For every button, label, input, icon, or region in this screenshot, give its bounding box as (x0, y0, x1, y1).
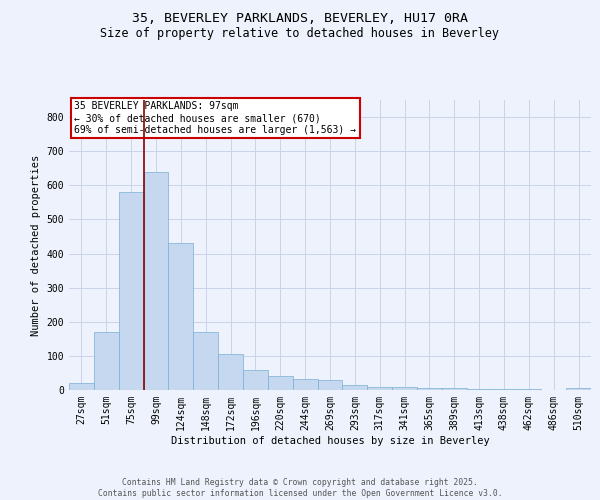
Bar (367, 386, 392, 390)
Text: Contains HM Land Registry data © Crown copyright and database right 2025.
Contai: Contains HM Land Registry data © Crown c… (98, 478, 502, 498)
Bar (243, 370, 268, 390)
Bar (442, 388, 467, 390)
Bar (119, 192, 143, 390)
Bar (193, 332, 218, 390)
Bar (293, 378, 317, 390)
Bar (94, 332, 119, 390)
Text: Size of property relative to detached houses in Beverley: Size of property relative to detached ho… (101, 28, 499, 40)
Bar (268, 376, 293, 390)
Y-axis label: Number of detached properties: Number of detached properties (31, 154, 41, 336)
Bar (317, 380, 343, 390)
X-axis label: Distribution of detached houses by size in Beverley: Distribution of detached houses by size … (170, 436, 490, 446)
Bar (169, 244, 193, 390)
Bar (69, 383, 94, 390)
Bar (392, 388, 417, 390)
Bar (566, 388, 591, 390)
Text: 35, BEVERLEY PARKLANDS, BEVERLEY, HU17 0RA: 35, BEVERLEY PARKLANDS, BEVERLEY, HU17 0… (132, 12, 468, 26)
Text: 35 BEVERLEY PARKLANDS: 97sqm
← 30% of detached houses are smaller (670)
69% of s: 35 BEVERLEY PARKLANDS: 97sqm ← 30% of de… (74, 102, 356, 134)
Bar (417, 388, 442, 390)
Bar (467, 388, 491, 390)
Bar (218, 354, 243, 390)
Bar (343, 385, 367, 390)
Bar (143, 172, 169, 390)
